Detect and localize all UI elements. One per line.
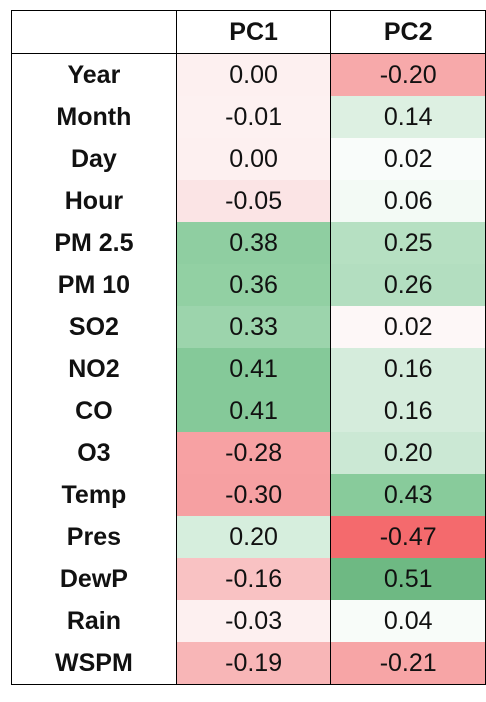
- heatmap-cell: 0.02: [330, 306, 486, 348]
- heatmap-cell: -0.03: [176, 600, 332, 642]
- heatmap-row: Day 0.00 0.02: [11, 138, 486, 180]
- row-label: DewP: [11, 558, 177, 600]
- heatmap-row: Year 0.00 -0.20: [11, 53, 486, 96]
- heatmap-row: PM 10 0.36 0.26: [11, 264, 486, 306]
- heatmap-cell: 0.36: [176, 264, 332, 306]
- heatmap-cell: 0.14: [330, 96, 486, 138]
- heatmap-cell: 0.16: [330, 390, 486, 432]
- heatmap-cell: -0.19: [176, 642, 332, 685]
- heatmap-cell: 0.16: [330, 348, 486, 390]
- heatmap-row: Pres 0.20 -0.47: [11, 516, 486, 558]
- heatmap-cell: -0.16: [176, 558, 332, 600]
- heatmap-row: NO2 0.41 0.16: [11, 348, 486, 390]
- row-label: PM 2.5: [11, 222, 177, 264]
- heatmap-body: Year 0.00 -0.20 Month -0.01 0.14 Day 0.00 0.02 Ho…: [11, 53, 486, 685]
- heatmap-cell: 0.33: [176, 306, 332, 348]
- heatmap-cell: 0.41: [176, 390, 332, 432]
- heatmap-cell: -0.28: [176, 432, 332, 474]
- heatmap-cell: 0.00: [176, 53, 332, 96]
- column-header: PC1: [175, 10, 332, 54]
- heatmap-row: PM 2.5 0.38 0.25: [11, 222, 486, 264]
- heatmap-cell: 0.25: [330, 222, 486, 264]
- heatmap-cell: 0.38: [176, 222, 332, 264]
- heatmap-cell: -0.01: [176, 96, 332, 138]
- heatmap-cell: -0.20: [330, 53, 486, 96]
- heatmap-cell: 0.00: [176, 138, 332, 180]
- heatmap-cell: 0.41: [176, 348, 332, 390]
- heatmap-cell: 0.26: [330, 264, 486, 306]
- header-row: PC1 PC2: [11, 10, 486, 54]
- heatmap-cell: 0.02: [330, 138, 486, 180]
- row-label: Pres: [11, 516, 177, 558]
- heatmap-cell: 0.43: [330, 474, 486, 516]
- row-label: PM 10: [11, 264, 177, 306]
- heatmap-cell: -0.05: [176, 180, 332, 222]
- column-header: PC2: [330, 10, 486, 54]
- heatmap-cell: -0.47: [330, 516, 486, 558]
- row-label: NO2: [11, 348, 177, 390]
- heatmap-row: SO2 0.33 0.02: [11, 306, 486, 348]
- heatmap-row: CO 0.41 0.16: [11, 390, 486, 432]
- row-label: WSPM: [11, 642, 177, 685]
- row-label: Rain: [11, 600, 177, 642]
- heatmap-cell: 0.06: [330, 180, 486, 222]
- heatmap-row: Temp -0.30 0.43: [11, 474, 486, 516]
- corner-cell: [11, 10, 177, 54]
- row-label: CO: [11, 390, 177, 432]
- heatmap-cell: 0.20: [330, 432, 486, 474]
- heatmap-row: Hour -0.05 0.06: [11, 180, 486, 222]
- heatmap-row: O3 -0.28 0.20: [11, 432, 486, 474]
- row-label: O3: [11, 432, 177, 474]
- heatmap-row: Month -0.01 0.14: [11, 96, 486, 138]
- row-label: Year: [11, 53, 177, 96]
- heatmap-row: Rain -0.03 0.04: [11, 600, 486, 642]
- heatmap-cell: 0.04: [330, 600, 486, 642]
- heatmap-row: DewP -0.16 0.51: [11, 558, 486, 600]
- row-label: Day: [11, 138, 177, 180]
- heatmap-cell: 0.51: [330, 558, 486, 600]
- heatmap-table: PC1 PC2 Year 0.00 -0.20 Month -0.01 0.14 Day 0.…: [11, 10, 486, 685]
- row-label: Month: [11, 96, 177, 138]
- heatmap-row: WSPM -0.19 -0.21: [11, 642, 486, 685]
- row-label: SO2: [11, 306, 177, 348]
- heatmap-cell: -0.21: [330, 642, 486, 685]
- row-label: Hour: [11, 180, 177, 222]
- row-label: Temp: [11, 474, 177, 516]
- heatmap-cell: -0.30: [176, 474, 332, 516]
- heatmap-cell: 0.20: [176, 516, 332, 558]
